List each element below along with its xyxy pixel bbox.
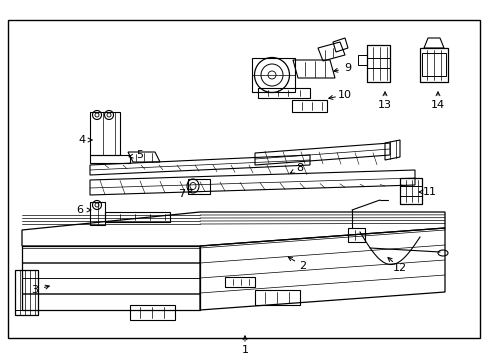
Text: 12: 12 xyxy=(393,263,407,273)
Text: 10: 10 xyxy=(338,90,352,100)
Text: 7: 7 xyxy=(178,189,186,199)
Text: 11: 11 xyxy=(423,187,437,197)
Bar xyxy=(8,20,480,338)
Text: 9: 9 xyxy=(344,63,351,73)
Text: 3: 3 xyxy=(31,285,39,295)
Text: 8: 8 xyxy=(296,163,304,173)
Text: 4: 4 xyxy=(78,135,86,145)
Text: 6: 6 xyxy=(76,205,83,215)
Text: 2: 2 xyxy=(299,261,307,271)
Text: 13: 13 xyxy=(378,100,392,110)
Text: 5: 5 xyxy=(137,150,144,160)
Text: 14: 14 xyxy=(431,100,445,110)
Text: 1: 1 xyxy=(242,345,248,355)
